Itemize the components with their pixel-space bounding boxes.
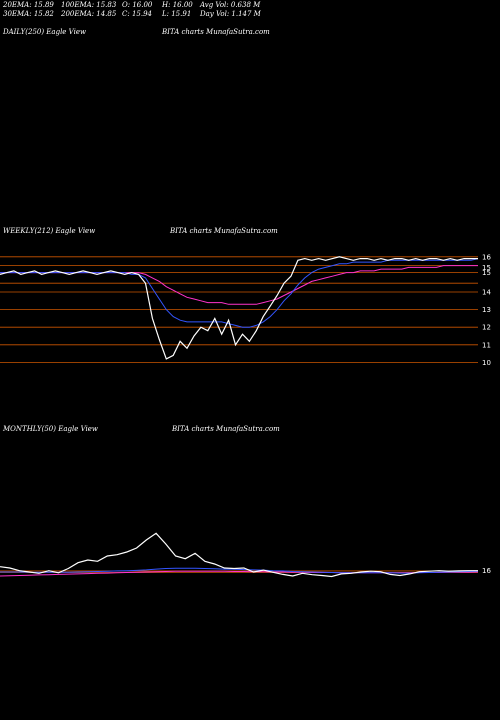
y-tick-label-2: 15: [482, 269, 491, 277]
daily-panel-source: BITA charts MunafaSutra.com: [162, 28, 270, 36]
ema200-readout: 200EMA: 14.85: [61, 10, 117, 18]
open-readout: O: 16.00: [122, 1, 153, 9]
dayvol-readout: Day Vol: 1.147 M: [200, 10, 261, 18]
ema-line-blue: [0, 258, 479, 328]
y-tick-label-4: 13: [482, 306, 491, 314]
price-line: [0, 532, 478, 578]
y-tick-label-0: 16: [482, 567, 491, 575]
y-tick-label-6: 11: [482, 341, 491, 349]
ema100-readout: 100EMA: 15.83: [61, 1, 117, 9]
monthly-panel-label: MONTHLY(50) Eagle View: [3, 425, 98, 433]
daily-panel-label: DAILY(250) Eagle View: [3, 28, 86, 36]
price-line: [0, 256, 478, 360]
avgvol-readout: Avg Vol: 0.638 M: [200, 1, 261, 9]
weekly-panel-source: BITA charts MunafaSutra.com: [170, 227, 278, 235]
ema30-readout: 30EMA: 15.82: [3, 10, 54, 18]
monthly-chart: 16: [0, 532, 491, 578]
y-tick-label-7: 10: [482, 359, 491, 367]
y-tick-label-5: 12: [482, 324, 491, 332]
high-readout: H: 16.00: [162, 1, 193, 9]
ema-line-blue: [0, 567, 479, 574]
weekly-panel-label: WEEKLY(212) Eagle View: [3, 227, 96, 235]
ema20-readout: 20EMA: 15.89: [3, 1, 54, 9]
y-tick-label-1: 15: [482, 264, 491, 272]
monthly-panel-source: BITA charts MunafaSutra.com: [172, 425, 280, 433]
close-readout: C: 15.94: [122, 10, 152, 18]
ema-line-magenta: [0, 265, 478, 305]
low-readout: L: 15.91: [162, 10, 192, 18]
y-tick-label-0: 16: [482, 253, 491, 261]
y-tick-label-3: 14: [482, 289, 491, 297]
